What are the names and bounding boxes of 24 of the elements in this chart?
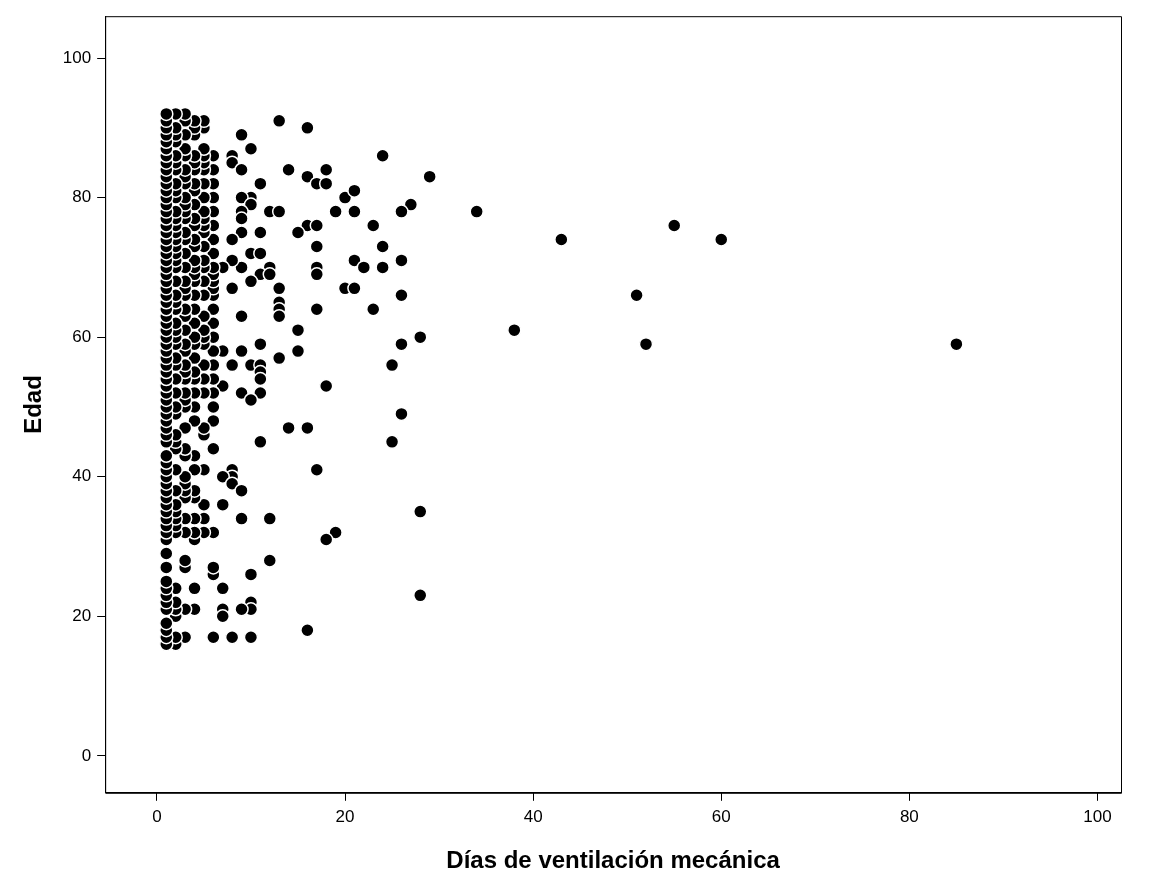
y-tick-label: 60 (72, 326, 92, 346)
x-tick-label: 60 (711, 806, 731, 826)
x-axis-title: Días de ventilación mecánica (446, 846, 781, 874)
point (187, 413, 202, 429)
y-tick-label: 40 (72, 466, 92, 486)
y-tick-label: 80 (72, 187, 92, 207)
x-tick-label: 40 (523, 806, 543, 826)
y-tick-label: 20 (72, 605, 92, 625)
point (187, 462, 202, 477)
y-tick-label: 0 (81, 745, 92, 765)
point (196, 420, 212, 436)
y-tick-label: 100 (62, 47, 92, 67)
point (196, 141, 212, 157)
point (177, 553, 193, 568)
x-tick-label: 20 (335, 806, 355, 826)
point (206, 441, 221, 457)
point (196, 497, 212, 512)
point (206, 560, 221, 575)
y-axis-title: Edad (19, 375, 47, 434)
x-tick-label: 100 (1083, 806, 1112, 826)
x-tick-label: 80 (899, 806, 919, 826)
point (187, 581, 202, 596)
point (206, 399, 221, 415)
x-tick-label: 0 (152, 806, 162, 826)
